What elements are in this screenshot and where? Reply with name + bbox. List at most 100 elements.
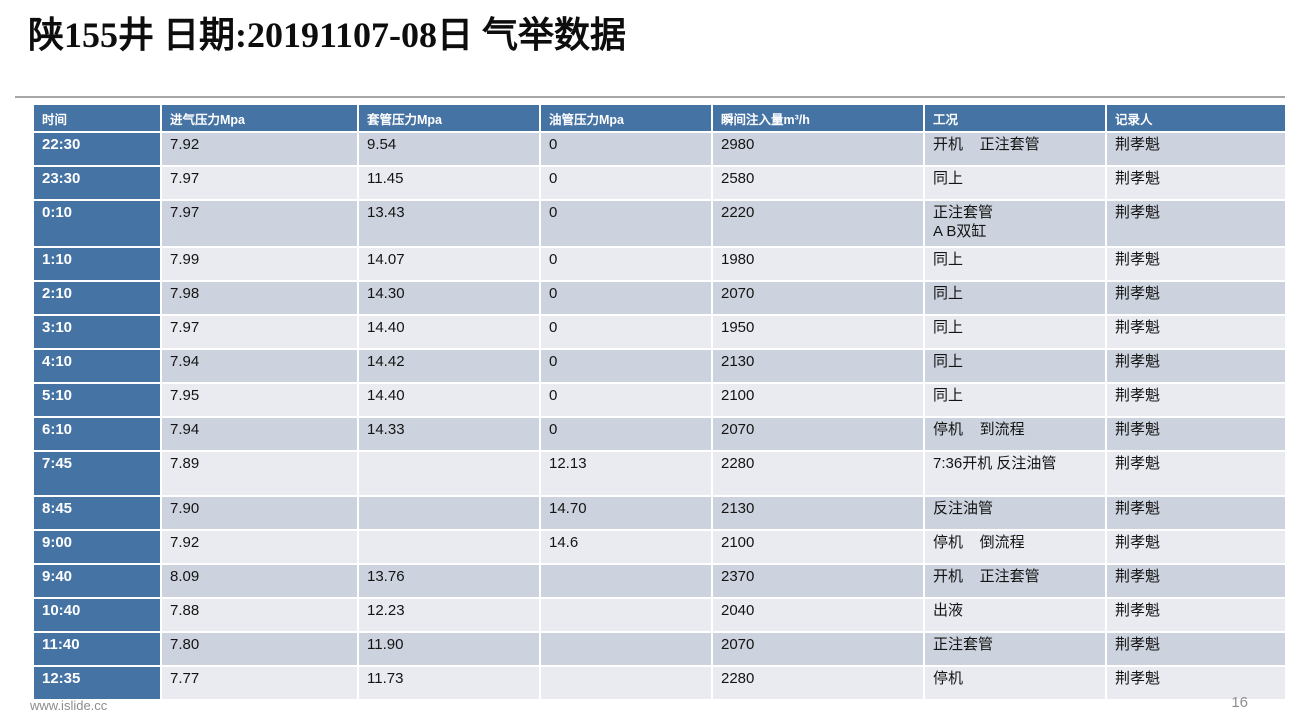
- data-cell: 荆孝魁: [1107, 133, 1285, 165]
- data-cell: 12.13: [541, 451, 711, 495]
- data-cell: 荆孝魁: [1107, 281, 1285, 314]
- data-cell: 荆孝魁: [1107, 315, 1285, 348]
- table-row: 22:30 7.92 9.54 0 2980 开机 正注套管 荆孝魁: [34, 133, 1285, 165]
- table-row: 23:30 7.97 11.45 0 2580 同上 荆孝魁: [34, 167, 1285, 199]
- time-cell: 3:10: [34, 315, 160, 348]
- data-cell: 出液: [925, 598, 1105, 631]
- column-header: 套管压力Mpa: [359, 105, 539, 131]
- footer-page-number: 16: [1231, 694, 1248, 711]
- time-cell: 12:35: [34, 666, 160, 699]
- data-cell: 同上: [925, 167, 1105, 199]
- table-row: 11:40 7.80 11.90 2070 正注套管 荆孝魁: [34, 632, 1285, 665]
- column-header: 时间: [34, 105, 160, 131]
- data-cell: 12.23: [359, 598, 539, 631]
- data-cell: 正注套管: [925, 632, 1105, 665]
- table-row: 9:40 8.09 13.76 2370 开机 正注套管 荆孝魁: [34, 564, 1285, 597]
- time-cell: 5:10: [34, 383, 160, 416]
- table-row: 2:10 7.98 14.30 0 2070 同上 荆孝魁: [34, 281, 1285, 314]
- data-cell: 7.94: [162, 349, 357, 382]
- data-cell: 0: [541, 201, 711, 246]
- time-cell: 1:10: [34, 247, 160, 280]
- time-cell: 11:40: [34, 632, 160, 665]
- data-cell: 14.6: [541, 530, 711, 563]
- data-cell: 14.42: [359, 349, 539, 382]
- data-cell: 荆孝魁: [1107, 201, 1285, 246]
- column-header: 瞬间注入量m³/h: [713, 105, 923, 131]
- data-cell: 同上: [925, 247, 1105, 280]
- data-cell: 0: [541, 133, 711, 165]
- data-cell: 0: [541, 349, 711, 382]
- table-header-row: 时间 进气压力Mpa 套管压力Mpa 油管压力Mpa 瞬间注入量m³/h 工况 记录人: [34, 105, 1285, 131]
- data-cell: 反注油管: [925, 496, 1105, 529]
- data-cell: 2980: [713, 133, 923, 165]
- table-row: 12:35 7.77 11.73 2280 停机 荆孝魁: [34, 666, 1285, 699]
- data-cell: 2130: [713, 496, 923, 529]
- data-cell: 2130: [713, 349, 923, 382]
- table-row: 3:10 7.97 14.40 0 1950 同上 荆孝魁: [34, 315, 1285, 348]
- time-cell: 6:10: [34, 417, 160, 450]
- data-cell: 2580: [713, 167, 923, 199]
- footer-website-text: www.islide.cc: [30, 698, 108, 713]
- data-cell: 同上: [925, 281, 1105, 314]
- time-cell: 0:10: [34, 201, 160, 246]
- table-row: 0:10 7.97 13.43 0 2220 正注套管 A B双缸 荆孝魁: [34, 201, 1285, 246]
- time-cell: 23:30: [34, 167, 160, 199]
- data-cell: 2280: [713, 666, 923, 699]
- data-cell: 开机 正注套管: [925, 133, 1105, 165]
- data-cell: [359, 451, 539, 495]
- data-cell: 11.45: [359, 167, 539, 199]
- data-cell: 14.40: [359, 315, 539, 348]
- data-cell: 1950: [713, 315, 923, 348]
- data-cell: 7.88: [162, 598, 357, 631]
- time-cell: 9:00: [34, 530, 160, 563]
- data-cell: 2220: [713, 201, 923, 246]
- data-cell: 0: [541, 247, 711, 280]
- time-cell: 7:45: [34, 451, 160, 495]
- data-cell: 2040: [713, 598, 923, 631]
- data-cell: 14.07: [359, 247, 539, 280]
- data-cell: 7.98: [162, 281, 357, 314]
- data-cell: 荆孝魁: [1107, 451, 1285, 495]
- table-row: 7:45 7.89 12.13 2280 7:36开机 反注油管 荆孝魁: [34, 451, 1285, 495]
- column-header: 工况: [925, 105, 1105, 131]
- data-cell: 9.54: [359, 133, 539, 165]
- data-cell: 7:36开机 反注油管: [925, 451, 1105, 495]
- data-cell: [541, 666, 711, 699]
- data-cell: 14.30: [359, 281, 539, 314]
- data-cell: 2070: [713, 417, 923, 450]
- column-header: 油管压力Mpa: [541, 105, 711, 131]
- time-cell: 2:10: [34, 281, 160, 314]
- data-cell: 开机 正注套管: [925, 564, 1105, 597]
- data-cell: 2370: [713, 564, 923, 597]
- table-row: 5:10 7.95 14.40 0 2100 同上 荆孝魁: [34, 383, 1285, 416]
- data-cell: [541, 564, 711, 597]
- data-cell: 14.33: [359, 417, 539, 450]
- data-cell: 0: [541, 167, 711, 199]
- page-title: 陕155井 日期:20191107-08日 气举数据: [28, 15, 626, 55]
- column-header: 记录人: [1107, 105, 1285, 131]
- data-cell: 7.89: [162, 451, 357, 495]
- data-cell: 7.97: [162, 315, 357, 348]
- data-cell: 11.90: [359, 632, 539, 665]
- data-cell: 同上: [925, 383, 1105, 416]
- data-cell: 荆孝魁: [1107, 666, 1285, 699]
- data-cell: 0: [541, 315, 711, 348]
- time-cell: 10:40: [34, 598, 160, 631]
- data-cell: 14.40: [359, 383, 539, 416]
- table-row: 9:00 7.92 14.6 2100 停机 倒流程 荆孝魁: [34, 530, 1285, 563]
- data-cell: 荆孝魁: [1107, 530, 1285, 563]
- data-cell: [541, 598, 711, 631]
- data-cell: 荆孝魁: [1107, 564, 1285, 597]
- data-cell: 荆孝魁: [1107, 632, 1285, 665]
- gas-lift-data-table: 时间 进气压力Mpa 套管压力Mpa 油管压力Mpa 瞬间注入量m³/h 工况 记录人 22…: [32, 103, 1287, 701]
- data-cell: 停机 倒流程: [925, 530, 1105, 563]
- data-cell: 同上: [925, 315, 1105, 348]
- data-cell: 7.77: [162, 666, 357, 699]
- data-cell: 2280: [713, 451, 923, 495]
- data-cell: 荆孝魁: [1107, 383, 1285, 416]
- data-cell: 2100: [713, 383, 923, 416]
- data-cell: 停机: [925, 666, 1105, 699]
- data-cell: [541, 632, 711, 665]
- data-cell: 2100: [713, 530, 923, 563]
- time-cell: 8:45: [34, 496, 160, 529]
